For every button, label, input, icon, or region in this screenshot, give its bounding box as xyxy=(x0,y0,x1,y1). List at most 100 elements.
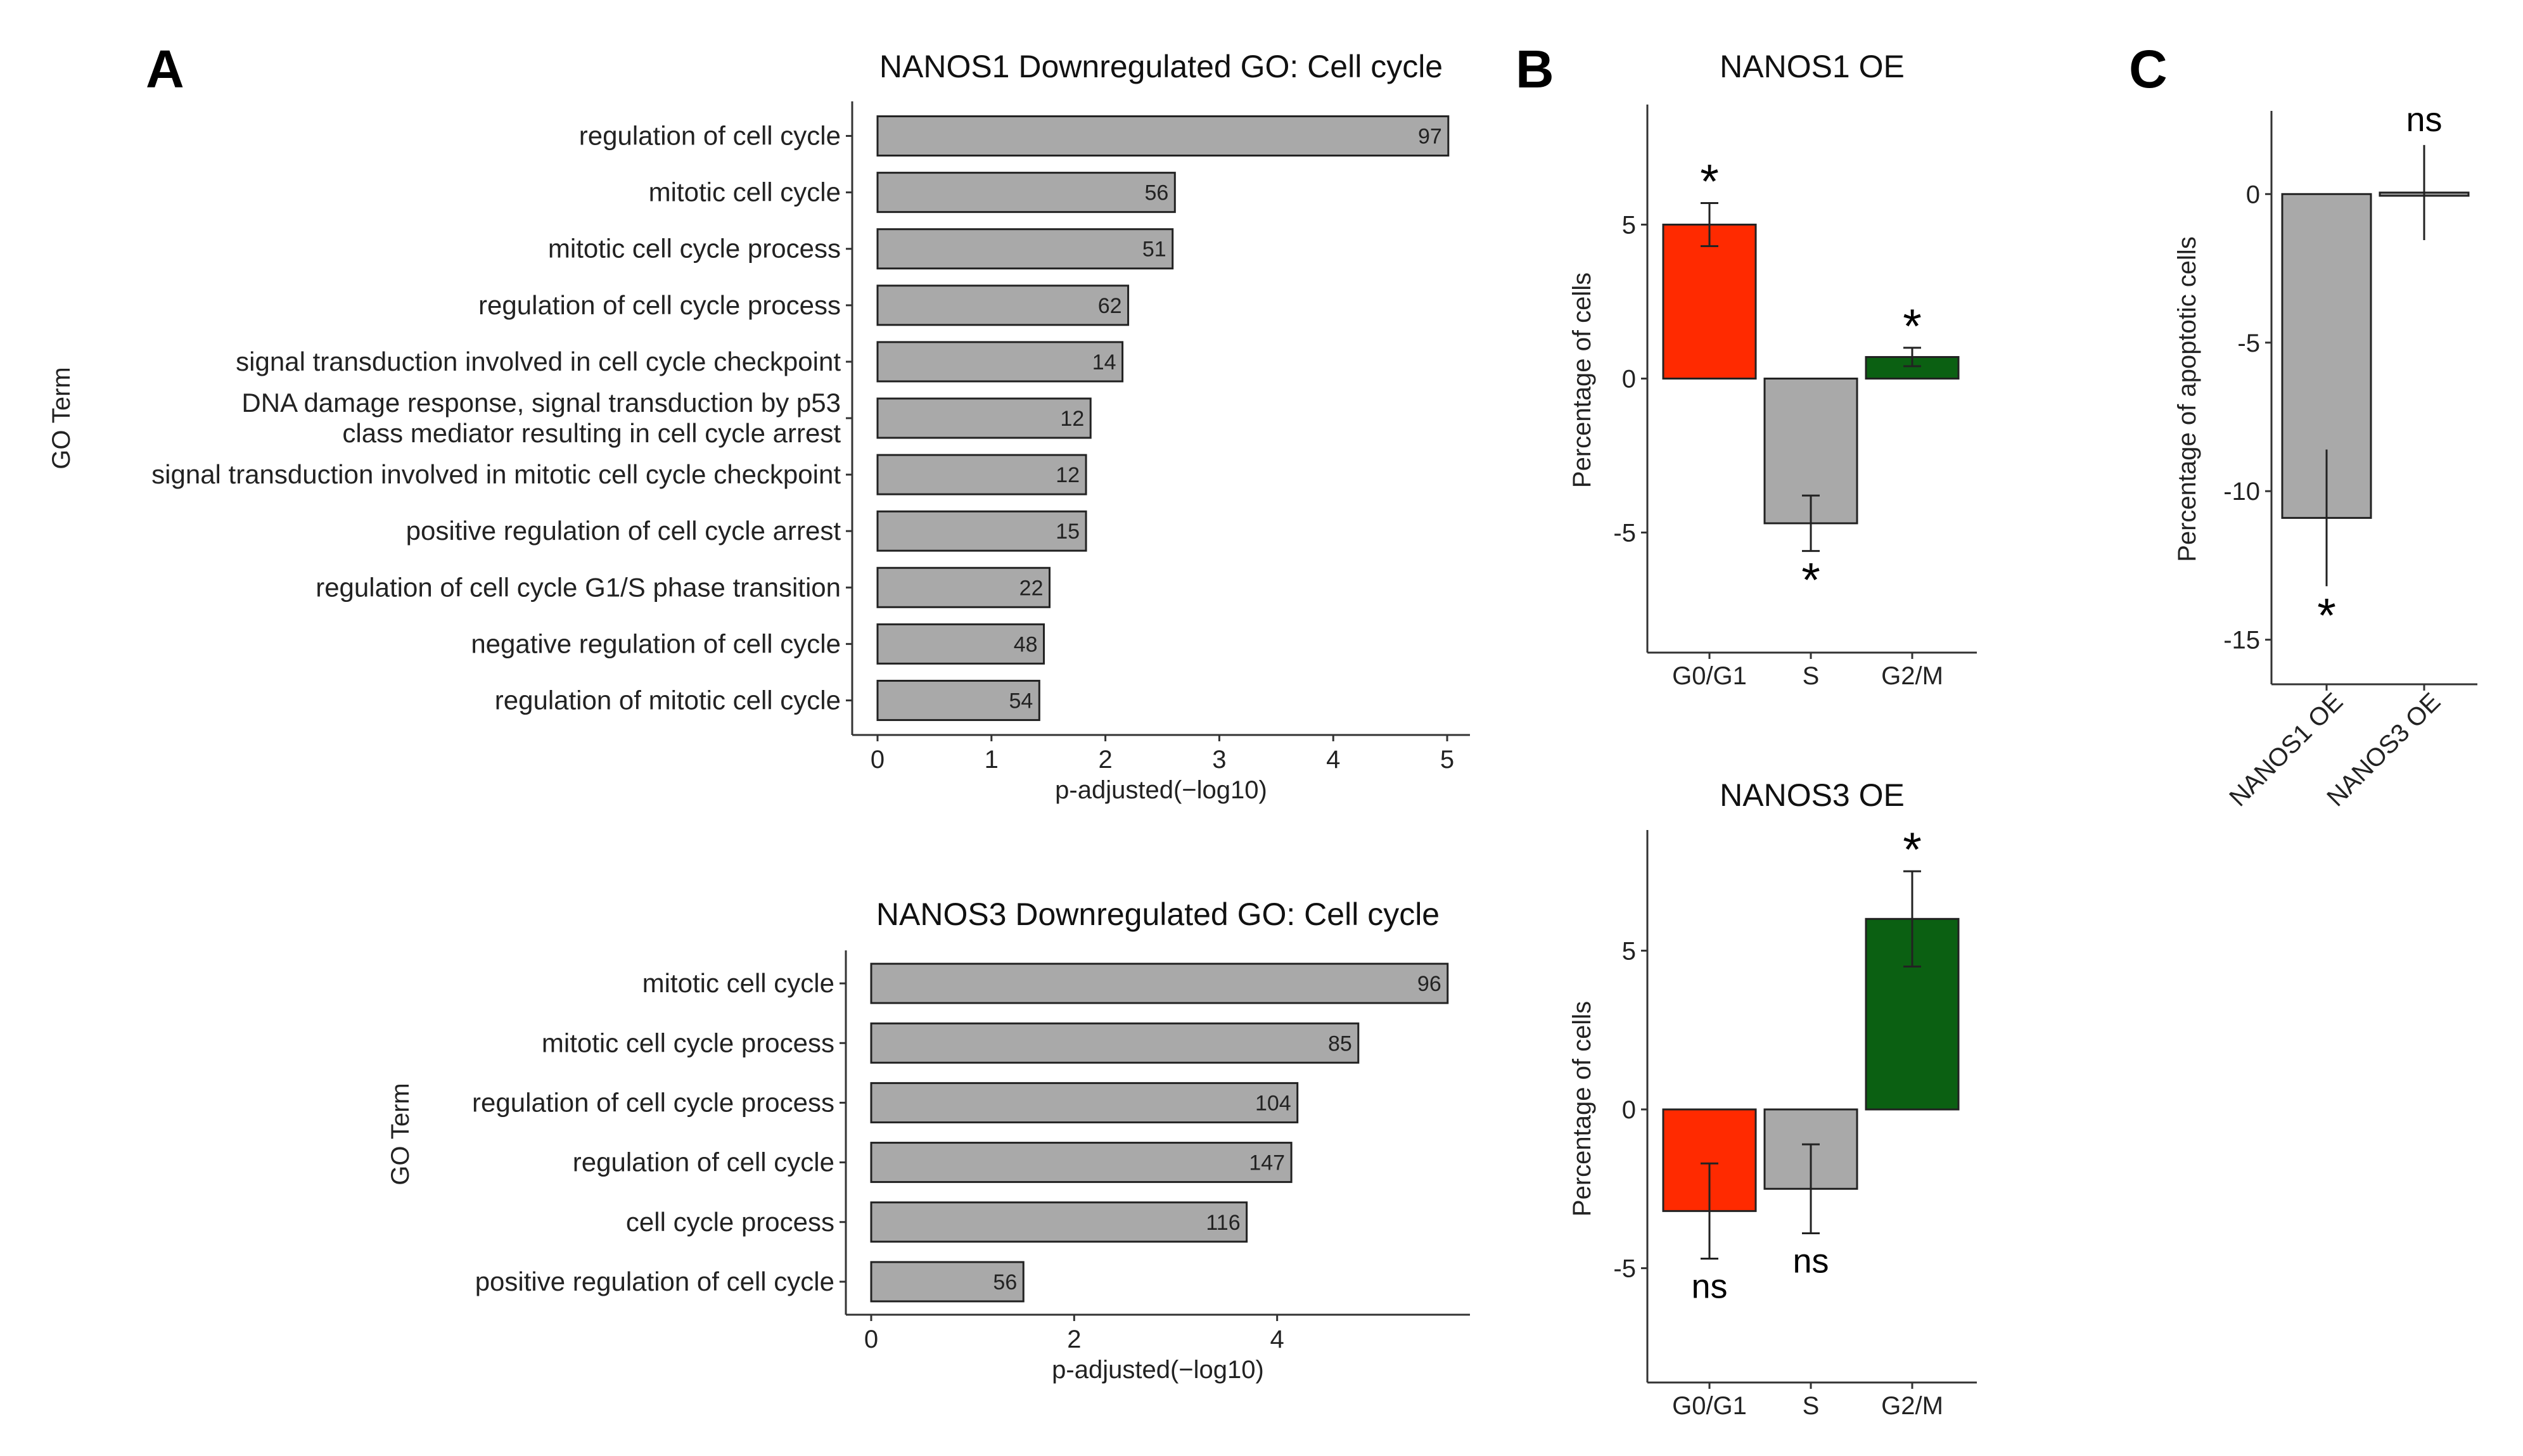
category-label: signal transduction involved in mitotic … xyxy=(151,459,841,489)
y-tick-label: 5 xyxy=(1622,212,1636,239)
x-tick-label: 1 xyxy=(985,746,999,774)
y-axis-label: GO Term xyxy=(386,1083,414,1185)
bar-value-label: 15 xyxy=(1056,520,1080,544)
category-label: regulation of cell cycle process xyxy=(472,1087,834,1117)
category-label: regulation of cell cycle xyxy=(579,121,841,151)
bar-1 xyxy=(1662,224,1757,380)
chart-nanos3-oe-cell-percentage: NANOS3 OE ns G0/G1 ns S * G2/M -5 0 5 Percentage o… xyxy=(1568,777,1977,1420)
category-label: regulation of mitotic cell cycle xyxy=(495,685,841,715)
bar-5 xyxy=(876,341,1124,383)
category-label: mitotic cell cycle xyxy=(649,177,841,207)
bar-5 xyxy=(870,1201,1248,1243)
x-tick-label: 4 xyxy=(1270,1325,1284,1353)
panel-label-a: A xyxy=(146,39,184,99)
panel-label-c: C xyxy=(2129,39,2168,99)
bar-value-label: 85 xyxy=(1328,1031,1352,1056)
significance-label: * xyxy=(1700,155,1719,209)
bar-4 xyxy=(870,1142,1293,1184)
x-tick-label: 4 xyxy=(1326,746,1340,774)
y-tick-label: 0 xyxy=(2246,181,2260,208)
category-label: regulation of cell cycle process xyxy=(478,290,841,320)
x-axis-label: p-adjusted(−log10) xyxy=(1055,776,1267,804)
y-tick-label: 0 xyxy=(1622,1096,1636,1124)
y-axis-label: Percentage of cells xyxy=(1568,272,1596,488)
bar-3 xyxy=(870,1082,1299,1123)
x-tick-label: G2/M xyxy=(1881,662,1943,690)
bar-11 xyxy=(876,679,1040,721)
x-tick-label: 0 xyxy=(871,746,885,774)
y-tick-label: 5 xyxy=(1622,937,1636,965)
chart-nanos1-go-cell-cycle: NANOS1 Downregulated GO: Cell cycle 97 reg… xyxy=(48,49,1470,804)
x-tick-label: S xyxy=(1803,1392,1820,1420)
bar-value-label: 14 xyxy=(1092,350,1116,374)
chart-title: NANOS3 OE xyxy=(1720,777,1905,813)
x-tick-label: G0/G1 xyxy=(1672,662,1747,690)
bar-value-label: 147 xyxy=(1249,1151,1285,1175)
significance-label: * xyxy=(1903,823,1922,877)
bar-value-label: 96 xyxy=(1417,972,1441,996)
bar-value-label: 12 xyxy=(1056,463,1080,487)
x-tick-label: S xyxy=(1803,662,1820,690)
bar-3 xyxy=(876,228,1174,270)
y-axis-label: Percentage of apoptotic cells xyxy=(2173,236,2201,562)
significance-label: * xyxy=(1801,554,1820,608)
y-tick-label: -5 xyxy=(2237,329,2260,357)
significance-label: ns xyxy=(1792,1242,1829,1280)
chart-title: NANOS1 Downregulated GO: Cell cycle xyxy=(879,49,1443,84)
x-tick-label: 3 xyxy=(1212,746,1226,774)
category-label: regulation of cell cycle xyxy=(573,1147,834,1177)
chart-title: NANOS3 Downregulated GO: Cell cycle xyxy=(876,897,1440,932)
bar-2 xyxy=(876,172,1176,214)
x-tick-label: 0 xyxy=(864,1325,878,1353)
significance-label: * xyxy=(1903,300,1922,354)
x-tick-label: 2 xyxy=(1098,746,1112,774)
y-tick-label: 0 xyxy=(1622,366,1636,393)
y-axis-label: GO Term xyxy=(48,367,75,469)
bar-1 xyxy=(876,115,1450,157)
y-axis-label: Percentage of cells xyxy=(1568,1001,1596,1217)
significance-label: ns xyxy=(1691,1268,1727,1306)
y-tick-label: -10 xyxy=(2223,478,2260,506)
bar-value-label: 48 xyxy=(1014,632,1038,656)
x-axis-label: p-adjusted(−log10) xyxy=(1052,1356,1264,1384)
bar-value-label: 104 xyxy=(1255,1091,1291,1115)
y-tick-label: -15 xyxy=(2223,627,2260,655)
category-label: positive regulation of cell cycle xyxy=(475,1267,834,1296)
chart-nanos3-go-cell-cycle: NANOS3 Downregulated GO: Cell cycle 96 mit… xyxy=(386,897,1470,1384)
category-label: mitotic cell cycle process xyxy=(542,1028,834,1057)
category-label: negative regulation of cell cycle xyxy=(471,629,841,658)
chart-title: NANOS1 OE xyxy=(1720,49,1905,84)
category-label: class mediator resulting in cell cycle a… xyxy=(342,418,841,448)
x-tick-label: G2/M xyxy=(1881,1392,1943,1420)
x-tick-label: 5 xyxy=(1440,746,1454,774)
significance-label: * xyxy=(2317,589,2336,642)
category-label: regulation of cell cycle G1/S phase tran… xyxy=(316,572,841,602)
x-tick-label: G0/G1 xyxy=(1672,1392,1747,1420)
y-tick-label: -5 xyxy=(1613,1255,1636,1283)
bar-4 xyxy=(876,284,1130,326)
bar-value-label: 54 xyxy=(1009,689,1033,713)
bar-value-label: 116 xyxy=(1206,1211,1240,1235)
bar-value-label: 12 xyxy=(1060,407,1084,431)
bar-1 xyxy=(870,962,1449,1004)
chart-nanos1-oe-cell-percentage: NANOS1 OE * G0/G1 * S * G2/M -5 0 5 Percentage of … xyxy=(1568,49,1977,690)
bar-2 xyxy=(870,1022,1360,1064)
significance-label: ns xyxy=(2406,101,2442,139)
bar-6 xyxy=(870,1261,1025,1303)
category-label: DNA damage response, signal transduction… xyxy=(241,388,841,418)
bar-value-label: 51 xyxy=(1142,238,1166,262)
bar-8 xyxy=(876,510,1087,552)
bar-value-label: 62 xyxy=(1098,294,1122,318)
category-label: signal transduction involved in cell cyc… xyxy=(236,347,841,376)
bar-value-label: 22 xyxy=(1019,576,1044,600)
bar-value-label: 97 xyxy=(1418,125,1442,149)
category-label: mitotic cell cycle process xyxy=(548,234,841,264)
category-label: cell cycle process xyxy=(626,1207,834,1237)
bar-7 xyxy=(876,454,1087,495)
panel-label-b: B xyxy=(1516,39,1554,99)
bar-value-label: 56 xyxy=(993,1270,1017,1294)
category-label: mitotic cell cycle xyxy=(642,968,834,998)
bar-10 xyxy=(876,623,1045,665)
